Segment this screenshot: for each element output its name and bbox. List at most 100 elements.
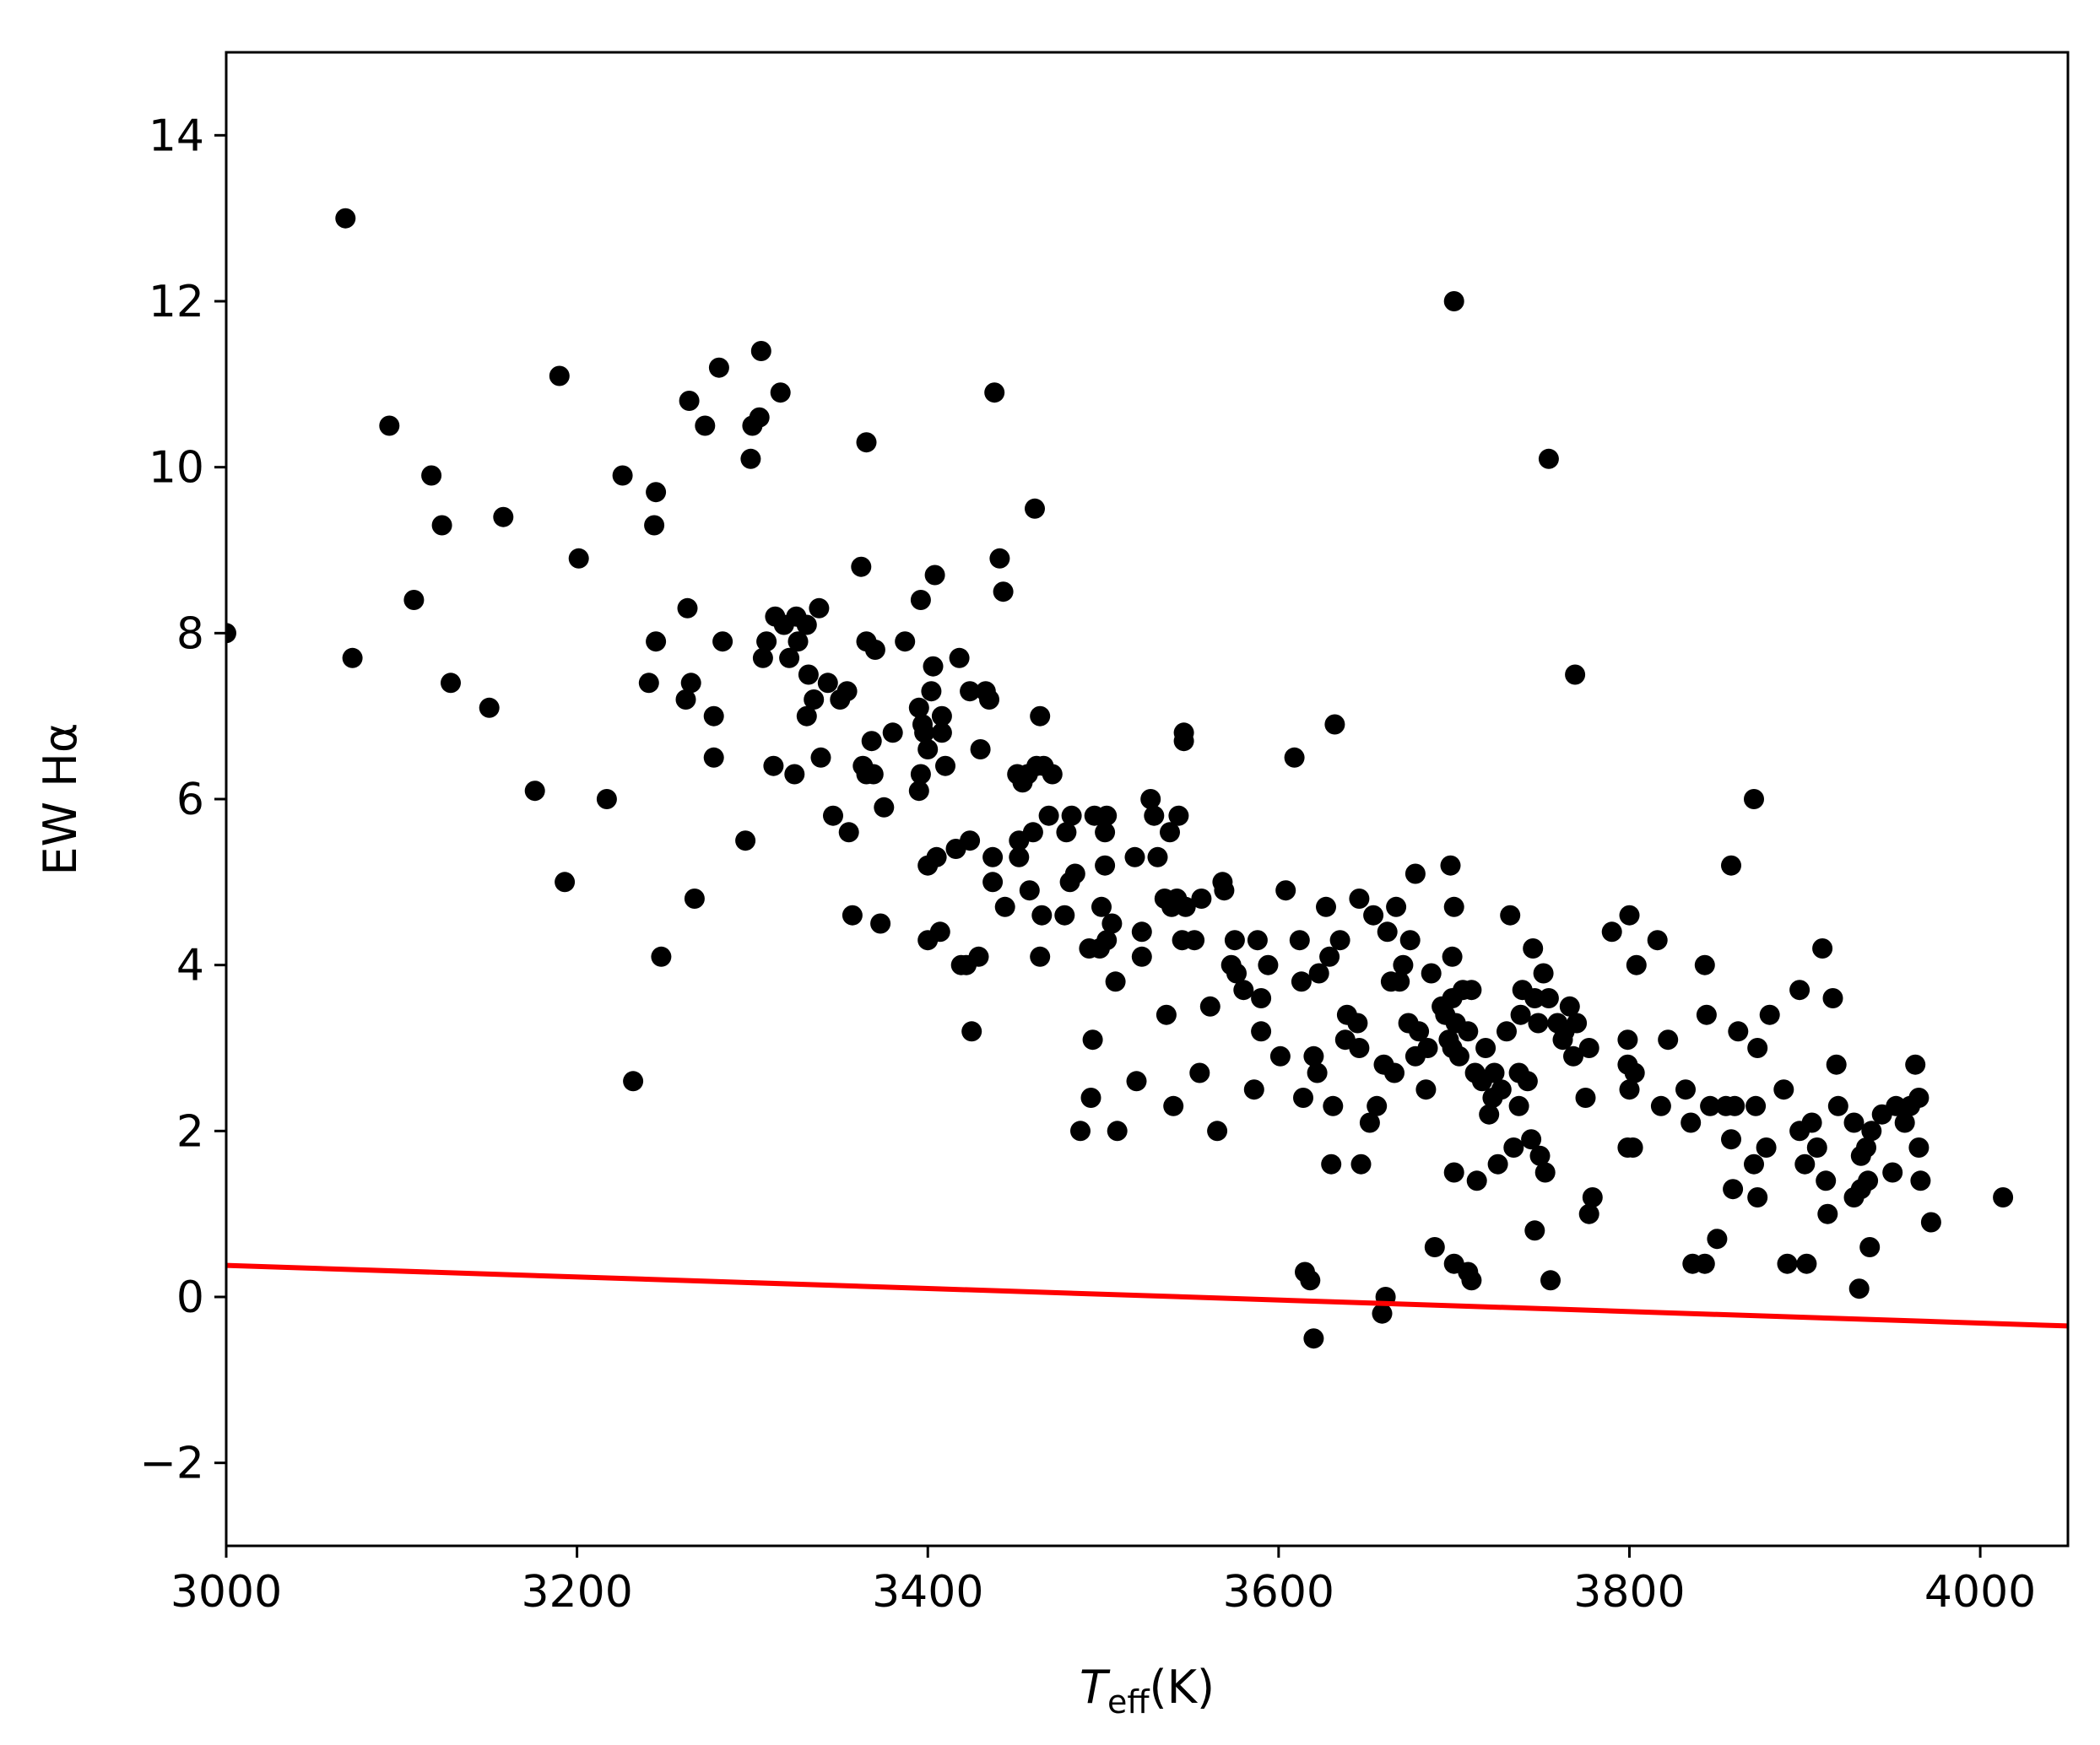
data-point [842,905,863,926]
data-point [735,830,756,851]
data-point [1578,1038,1599,1058]
data-point [1199,996,1220,1017]
data-point [712,631,733,652]
data-point [1812,938,1833,959]
y-tick-label: 10 [149,443,204,494]
data-point [1038,805,1059,826]
x-tick-label: 3600 [1223,1567,1334,1618]
data-point [1101,913,1123,934]
data-point [1619,1079,1640,1100]
data-point [1140,789,1161,809]
data-point [1440,855,1461,876]
y-axis-label: EW Hα [34,723,87,876]
y-tick-label: −2 [139,1439,204,1489]
data-point [1443,896,1464,917]
data-point [982,846,1004,867]
data-point [1393,954,1414,975]
data-point [1658,1029,1679,1051]
data-point [1409,1021,1430,1042]
y-tick-label: 2 [176,1106,204,1157]
data-point [1168,805,1189,826]
data-point [1894,1112,1915,1133]
data-point [1022,822,1043,843]
data-point [1226,963,1247,984]
data-point [810,747,831,768]
data-point [612,465,633,486]
data-point [1442,946,1463,967]
data-point [1675,1079,1696,1100]
data-point [1307,1062,1328,1083]
data-point [968,946,989,967]
scatter-points [226,208,2014,1349]
data-point [703,705,724,727]
data-point [1247,930,1268,951]
data-point [1806,1137,1827,1158]
data-point [1251,988,1272,1008]
data-point [1321,1153,1342,1175]
data-point [779,647,800,668]
data-point [335,208,356,229]
y-tick-label: 14 [149,111,204,161]
data-point [1448,1045,1469,1067]
data-point [1694,1253,1715,1274]
data-point [555,872,576,893]
data-point [770,382,791,403]
data-point [864,640,885,660]
data-point [1861,1121,1882,1142]
data-point [1848,1278,1870,1299]
data-point [646,482,667,503]
data-point [1372,1303,1393,1324]
data-point [1424,1237,1445,1257]
data-point [524,781,545,802]
data-point [856,432,877,453]
data-point [935,755,955,776]
data-point [895,631,916,652]
data-point [1030,946,1051,967]
data-point [479,697,500,718]
data-point [796,705,817,727]
data-point [1377,921,1398,943]
data-point [836,681,858,702]
data-point [1582,1187,1603,1207]
data-point [1399,930,1421,951]
data-point [960,830,981,851]
data-point [960,681,981,702]
data-point [1275,880,1296,901]
data-point [1816,1170,1837,1191]
x-tick-label: 3200 [521,1567,632,1618]
data-point [1747,1038,1768,1058]
fit-line-layer [226,1262,2068,1329]
data-point [1721,1129,1741,1150]
data-point [1443,291,1464,311]
data-point [1601,921,1622,943]
data-point [1461,980,1482,1001]
data-point [1147,846,1168,867]
data-point [1019,880,1040,901]
data-point [1131,921,1152,943]
data-point [1622,1137,1643,1158]
data-point [677,597,698,619]
data-point [838,822,859,843]
data-point [1349,889,1370,909]
data-point [1233,980,1254,1001]
data-point [1503,1137,1524,1158]
data-point [1415,1079,1437,1100]
data-point [926,846,947,867]
data-point [1417,1038,1438,1058]
data-point [1082,1029,1103,1051]
data-point [1908,1137,1930,1158]
data-point [623,1071,644,1092]
data-point [931,705,952,727]
data-point [763,755,784,776]
data-point [1458,1021,1479,1042]
data-point [749,407,770,428]
y-tick-label: 4 [176,941,204,991]
data-point [1126,1071,1147,1092]
data-point [1724,1095,1745,1116]
data-point [1025,498,1045,519]
data-point [1886,1095,1907,1116]
data-point [931,722,952,743]
data-point [910,764,931,785]
data-point [1529,1145,1551,1166]
